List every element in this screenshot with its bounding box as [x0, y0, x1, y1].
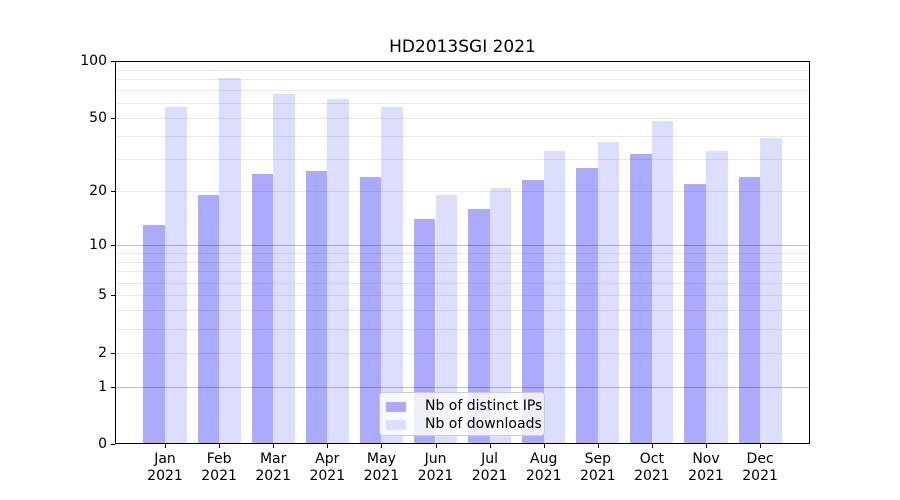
y-tick-mark-2	[111, 352, 115, 354]
x-tick-mark-jan	[165, 444, 166, 448]
x-tick-label-mar: Mar 2021	[255, 451, 291, 484]
gridline-major-1	[116, 386, 809, 388]
bar-jun-downloads	[435, 195, 458, 444]
bar-oct-downloads	[651, 121, 674, 444]
gridline-major-10	[116, 245, 809, 246]
legend-swatch-distinct-ips	[386, 401, 406, 412]
bar-nov-downloads	[706, 151, 728, 444]
gridline-minor-80	[116, 79, 809, 81]
gridline-minor-4	[116, 310, 809, 312]
gridline-minor-8	[116, 261, 809, 263]
bar-jul-distinct-ips	[468, 208, 490, 444]
gridline-minor-90	[116, 69, 809, 71]
bar-dec-distinct-ips	[738, 176, 761, 444]
gridline-minor-6	[116, 282, 809, 284]
x-tick-mark-nov	[706, 444, 707, 448]
gridline-minor-70	[116, 90, 809, 92]
x-tick-label-jun: Jun 2021	[417, 451, 454, 484]
y-tick-label-2: 2	[98, 344, 107, 361]
bar-feb-downloads	[219, 78, 241, 444]
gridline-minor-9	[116, 252, 809, 254]
y-tick-label-1: 1	[98, 378, 107, 395]
x-tick-mark-may	[381, 444, 383, 448]
legend-item-downloads: Nb of downloads	[386, 416, 542, 433]
y-tick-mark-50	[111, 117, 115, 119]
y-tick-mark-20	[111, 191, 115, 193]
gridline-minor-7	[116, 271, 809, 273]
y-tick-mark-1	[111, 386, 115, 388]
x-tick-label-nov: Nov 2021	[688, 451, 724, 484]
gridline-minor-2	[116, 352, 809, 354]
bar-aug-distinct-ips	[522, 180, 544, 444]
x-tick-mark-apr	[327, 444, 329, 448]
legend-item-distinct-ips: Nb of distinct IPs	[386, 398, 542, 415]
x-tick-mark-feb	[219, 444, 221, 448]
gridline-minor-5	[116, 295, 809, 297]
y-tick-mark-100	[111, 61, 115, 62]
x-tick-label-dec: Dec 2021	[742, 451, 778, 484]
x-tick-label-oct: Oct 2021	[634, 451, 670, 484]
gridline-minor-40	[116, 135, 809, 137]
bar-oct-distinct-ips	[630, 153, 652, 444]
x-tick-label-jul: Jul 2021	[471, 451, 508, 484]
bar-apr-downloads	[327, 98, 349, 444]
bar-may-distinct-ips	[359, 176, 382, 444]
y-tick-label-0: 0	[98, 436, 107, 452]
bar-sep-downloads	[597, 142, 620, 444]
bar-jan-downloads	[165, 107, 187, 444]
x-tick-mark-sep	[597, 444, 599, 448]
y-tick-label-50: 50	[89, 109, 107, 126]
bar-jan-distinct-ips	[143, 225, 165, 444]
bar-jul-downloads	[489, 187, 512, 444]
bar-may-downloads	[381, 107, 403, 444]
y-tick-mark-10	[111, 245, 115, 246]
x-tick-mark-aug	[543, 444, 545, 448]
bar-dec-downloads	[760, 137, 782, 444]
bar-mar-distinct-ips	[251, 173, 274, 444]
x-tick-mark-mar	[273, 444, 275, 448]
x-tick-mark-dec	[760, 444, 762, 448]
bar-jun-distinct-ips	[413, 219, 436, 444]
x-tick-label-may: May 2021	[363, 451, 400, 484]
legend-label-distinct-ips: Nb of distinct IPs	[425, 398, 543, 414]
gridline-minor-30	[116, 159, 809, 160]
gridline-minor-20	[116, 191, 809, 193]
x-tick-label-aug: Aug 2021	[525, 451, 562, 484]
y-tick-mark-5	[111, 295, 115, 297]
gridline-minor-3	[116, 329, 809, 330]
legend: Nb of distinct IPs Nb of downloads	[379, 392, 545, 436]
x-tick-mark-jun	[435, 444, 437, 448]
bar-apr-distinct-ips	[305, 170, 328, 444]
x-tick-label-feb: Feb 2021	[201, 451, 237, 484]
y-tick-label-5: 5	[98, 287, 107, 304]
x-tick-label-sep: Sep 2021	[579, 451, 616, 484]
y-tick-mark-0	[111, 444, 115, 445]
legend-swatch-downloads	[386, 419, 406, 430]
gridline-minor-60	[116, 102, 809, 104]
bar-feb-distinct-ips	[197, 195, 220, 444]
y-tick-label-20: 20	[89, 183, 107, 200]
x-tick-mark-oct	[651, 444, 653, 448]
y-tick-label-100: 100	[80, 53, 107, 69]
chart-title: HD2013SGI 2021	[389, 37, 536, 57]
bar-aug-downloads	[543, 151, 566, 444]
y-tick-label-10: 10	[89, 237, 107, 253]
gridline-minor-50	[116, 117, 809, 119]
x-tick-label-jan: Jan 2021	[147, 451, 183, 484]
bar-mar-downloads	[273, 93, 295, 444]
bar-nov-distinct-ips	[684, 183, 706, 444]
bar-sep-distinct-ips	[576, 167, 598, 444]
x-tick-mark-jul	[489, 444, 491, 448]
x-tick-label-apr: Apr 2021	[309, 451, 346, 484]
legend-label-downloads: Nb of downloads	[425, 416, 542, 432]
